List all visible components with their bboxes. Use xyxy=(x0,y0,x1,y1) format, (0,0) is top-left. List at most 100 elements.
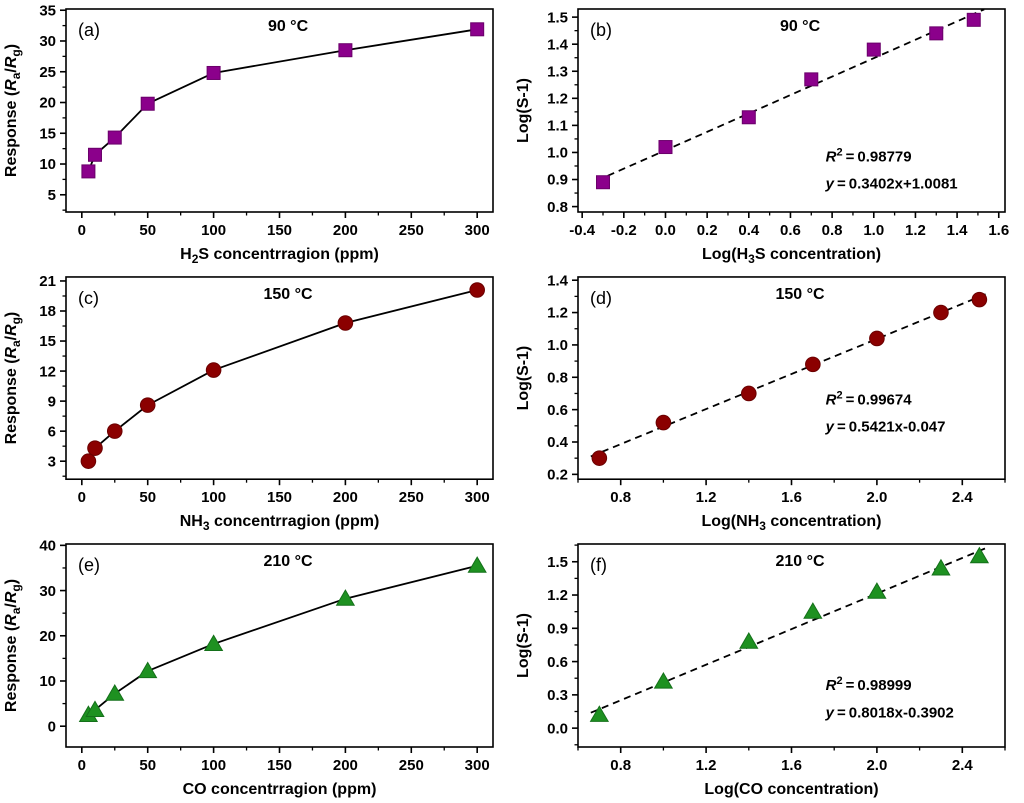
y-tick-label: 1.0 xyxy=(547,145,568,162)
panel-f: 0.8 1.2 1.6 2.0 2.4 0.0 0.3 0.6 0.9 1.2 1.5 Log(CO … xyxy=(512,535,1024,803)
y-axis-label: Log(S-1) xyxy=(515,346,532,411)
y-tick-label: 0.3 xyxy=(547,687,568,704)
plot-frame xyxy=(65,543,494,748)
x-tick-label: 0 xyxy=(78,222,86,239)
x-axis-label: H2S concentrragion (ppm) xyxy=(180,246,379,266)
x-tick-label: 2.0 xyxy=(866,757,887,774)
x-axis-label: Log(CO concentration) xyxy=(704,781,878,798)
x-tick-label: 0 xyxy=(78,489,86,506)
panel-title: 210 °C xyxy=(263,553,313,570)
y-tick-label: 0.0 xyxy=(547,720,568,737)
x-tick-label: 2.4 xyxy=(952,757,974,774)
panel-label: (a) xyxy=(78,20,100,40)
y-tick-label: 20 xyxy=(39,628,56,645)
panel-c: 0 50 100 150 200 250 300 3 6 9 12 15 18 21 NH3 concent… xyxy=(0,268,512,535)
data-point xyxy=(338,43,353,58)
fit-equation-text: y = 0.5421x-0.047 xyxy=(825,419,946,436)
x-tick-label: 50 xyxy=(139,489,156,506)
x-tick-label: 0.4 xyxy=(738,222,760,239)
data-point xyxy=(106,423,123,439)
y-tick-label: 1.0 xyxy=(547,337,568,354)
y-tick-label: 1.5 xyxy=(547,9,568,26)
y-tick-label: 1.2 xyxy=(547,305,568,322)
data-point xyxy=(931,558,951,576)
x-tick-label: 1.4 xyxy=(947,222,969,239)
plot-frame xyxy=(577,8,1006,213)
data-point xyxy=(470,22,485,37)
r-squared-text: R2 = 0.98999 xyxy=(826,675,912,694)
x-tick-label: 300 xyxy=(465,489,490,506)
fit-equation-text: y = 0.8018x-0.3902 xyxy=(825,705,954,722)
x-tick-label: 0 xyxy=(78,757,86,774)
x-tick-label: 150 xyxy=(267,222,292,239)
data-point xyxy=(804,72,819,87)
x-tick-label: 200 xyxy=(333,222,358,239)
series-line xyxy=(87,564,478,716)
panel-title: 150 °C xyxy=(263,286,313,303)
y-tick-label: 0.4 xyxy=(547,434,569,451)
x-tick-label: 50 xyxy=(139,757,156,774)
chart-f-log-fit-co: 0.8 1.2 1.6 2.0 2.4 0.0 0.3 0.6 0.9 1.2 1.5 Log(CO … xyxy=(515,543,1006,798)
y-tick-label: 20 xyxy=(39,95,56,112)
x-tick-label: 200 xyxy=(333,489,358,506)
y-axis-label: Log(S-1) xyxy=(515,613,532,678)
panel-d: 0.8 1.2 1.6 2.0 2.4 0.2 0.4 0.6 0.8 1.0 1.2 1.4 Log(… xyxy=(512,268,1024,535)
panel-e: 0 50 100 150 200 250 300 0 10 20 30 40 CO concentrra… xyxy=(0,535,512,803)
plot-frame xyxy=(65,8,494,213)
y-tick-label: 35 xyxy=(39,2,56,19)
y-axis-label: Log(S-1) xyxy=(515,78,532,143)
data-point xyxy=(206,65,221,80)
y-tick-label: 3 xyxy=(48,453,56,470)
data-point xyxy=(107,130,122,145)
data-point xyxy=(805,356,821,373)
data-point xyxy=(80,453,97,469)
data-point xyxy=(85,700,105,718)
plot-frame xyxy=(65,276,494,481)
x-tick-label: 250 xyxy=(399,757,424,774)
x-tick-label: 250 xyxy=(399,222,424,239)
data-point xyxy=(653,671,674,689)
chart-b-log-fit-h2s: -0.4 -0.2 0.0 0.2 0.4 0.6 0.8 1.0 1.2 1.4 1.6 0.8 0.… xyxy=(515,8,1009,266)
y-tick-label: 1.4 xyxy=(547,272,569,289)
y-tick-label: 1.3 xyxy=(547,63,568,80)
data-point xyxy=(138,661,158,679)
x-tick-label: 1.6 xyxy=(988,222,1009,239)
x-tick-label: 0.8 xyxy=(610,489,631,506)
panel-a: 0 50 100 150 200 250 300 5 10 15 20 25 30 35 H2S conce… xyxy=(0,0,512,268)
x-tick-label: 2.0 xyxy=(866,489,887,506)
x-tick-label: 0.8 xyxy=(610,757,631,774)
y-axis-label: Response (Ra/Rg) xyxy=(3,312,23,445)
x-tick-label: 100 xyxy=(201,489,226,506)
panel-title: 90 °C xyxy=(780,18,821,35)
data-point xyxy=(866,42,881,57)
x-tick-label: 2.4 xyxy=(952,489,974,506)
y-tick-label: 12 xyxy=(39,363,56,380)
data-point xyxy=(739,632,759,649)
y-tick-label: 6 xyxy=(48,423,56,440)
y-tick-label: 5 xyxy=(48,187,56,204)
r-squared-text: R2 = 0.99674 xyxy=(826,389,913,408)
panel-label: (e) xyxy=(78,555,100,575)
data-point xyxy=(658,140,673,155)
x-tick-label: 100 xyxy=(201,222,226,239)
y-tick-label: 0.9 xyxy=(547,621,568,638)
data-point xyxy=(205,362,222,378)
chart-a-response-h2s: 0 50 100 150 200 250 300 5 10 15 20 25 30 35 H2S conce… xyxy=(3,2,494,266)
y-tick-label: 1.5 xyxy=(547,554,568,571)
panel-b: -0.4 -0.2 0.0 0.2 0.4 0.6 0.8 1.0 1.2 1.4 1.6 0.8 0.… xyxy=(512,0,1024,268)
y-tick-label: 0.9 xyxy=(547,172,568,189)
x-tick-label: 150 xyxy=(267,757,292,774)
fit-equation-text: y = 0.3402x+1.0081 xyxy=(825,176,958,193)
x-tick-label: 0.2 xyxy=(697,222,718,239)
x-tick-label: 50 xyxy=(139,222,156,239)
r-squared-text: R2 = 0.98779 xyxy=(826,146,912,165)
data-point xyxy=(469,282,485,298)
y-tick-label: 15 xyxy=(39,333,56,350)
panel-label: (c) xyxy=(78,288,99,308)
x-tick-label: 0.6 xyxy=(780,222,801,239)
data-point xyxy=(969,546,990,564)
panel-label: (d) xyxy=(590,288,612,308)
data-point xyxy=(591,450,608,466)
chart-e-response-co: 0 50 100 150 200 250 300 0 10 20 30 40 CO concentrra… xyxy=(3,538,494,798)
